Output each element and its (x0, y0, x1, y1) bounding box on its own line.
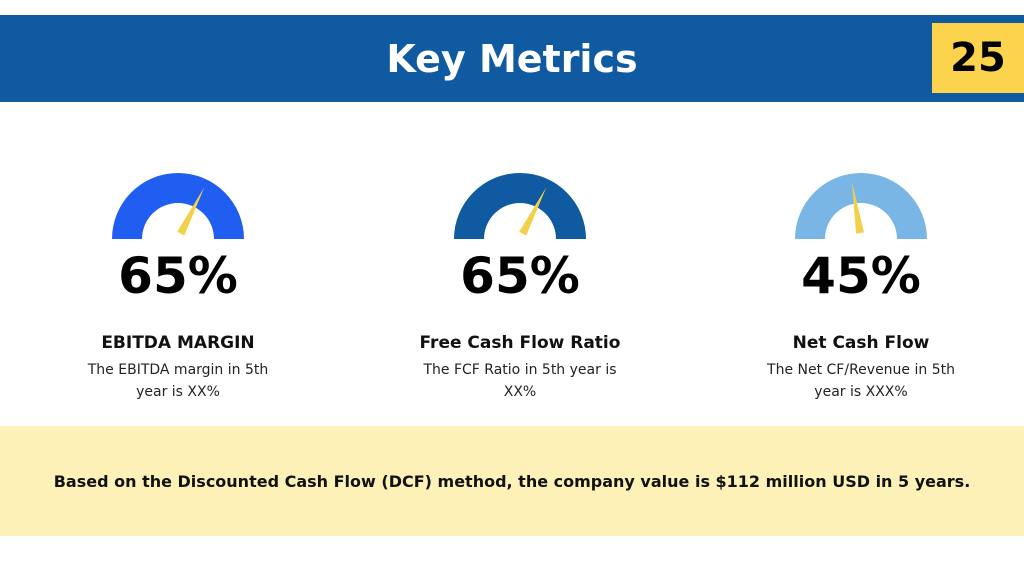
gauge-icon (795, 173, 927, 239)
summary-banner: Based on the Discounted Cash Flow (DCF) … (0, 426, 1024, 536)
metric-description: The EBITDA margin in 5th year is XX% (87, 362, 269, 400)
gauge-arc (795, 173, 927, 239)
metric-label: Free Cash Flow Ratio (419, 333, 621, 353)
gauge-icon (454, 173, 586, 239)
gauge-needle (851, 181, 864, 234)
metric-label: Net Cash Flow (792, 333, 930, 353)
summary-text: Based on the Discounted Cash Flow (DCF) … (53, 471, 971, 491)
header-bar (0, 15, 1024, 102)
metric-card-fcf: 65% Free Cash Flow Ratio The FCF Ratio i… (390, 165, 650, 403)
page-title: Key Metrics (386, 36, 638, 81)
gauge-needle (519, 187, 547, 236)
metric-value: 65% (460, 247, 580, 305)
page-number-badge: 25 (932, 23, 1024, 93)
metric-card-net-cash-flow: 45% Net Cash Flow The Net CF/Revenue in … (731, 165, 991, 403)
metric-value: 65% (118, 247, 238, 305)
gauge-needle (177, 187, 205, 236)
metric-value: 45% (801, 247, 921, 305)
metric-label: EBITDA MARGIN (101, 333, 255, 353)
metric-card-ebitda: 65% EBITDA MARGIN The EBITDA margin in 5… (48, 165, 308, 403)
metric-description: The Net CF/Revenue in 5th year is XXX% (767, 362, 955, 400)
gauge-icon (112, 173, 244, 239)
gauge-arc (454, 173, 586, 239)
metric-description: The FCF Ratio in 5th year is XX% (423, 362, 617, 400)
gauge-arc (112, 173, 244, 239)
